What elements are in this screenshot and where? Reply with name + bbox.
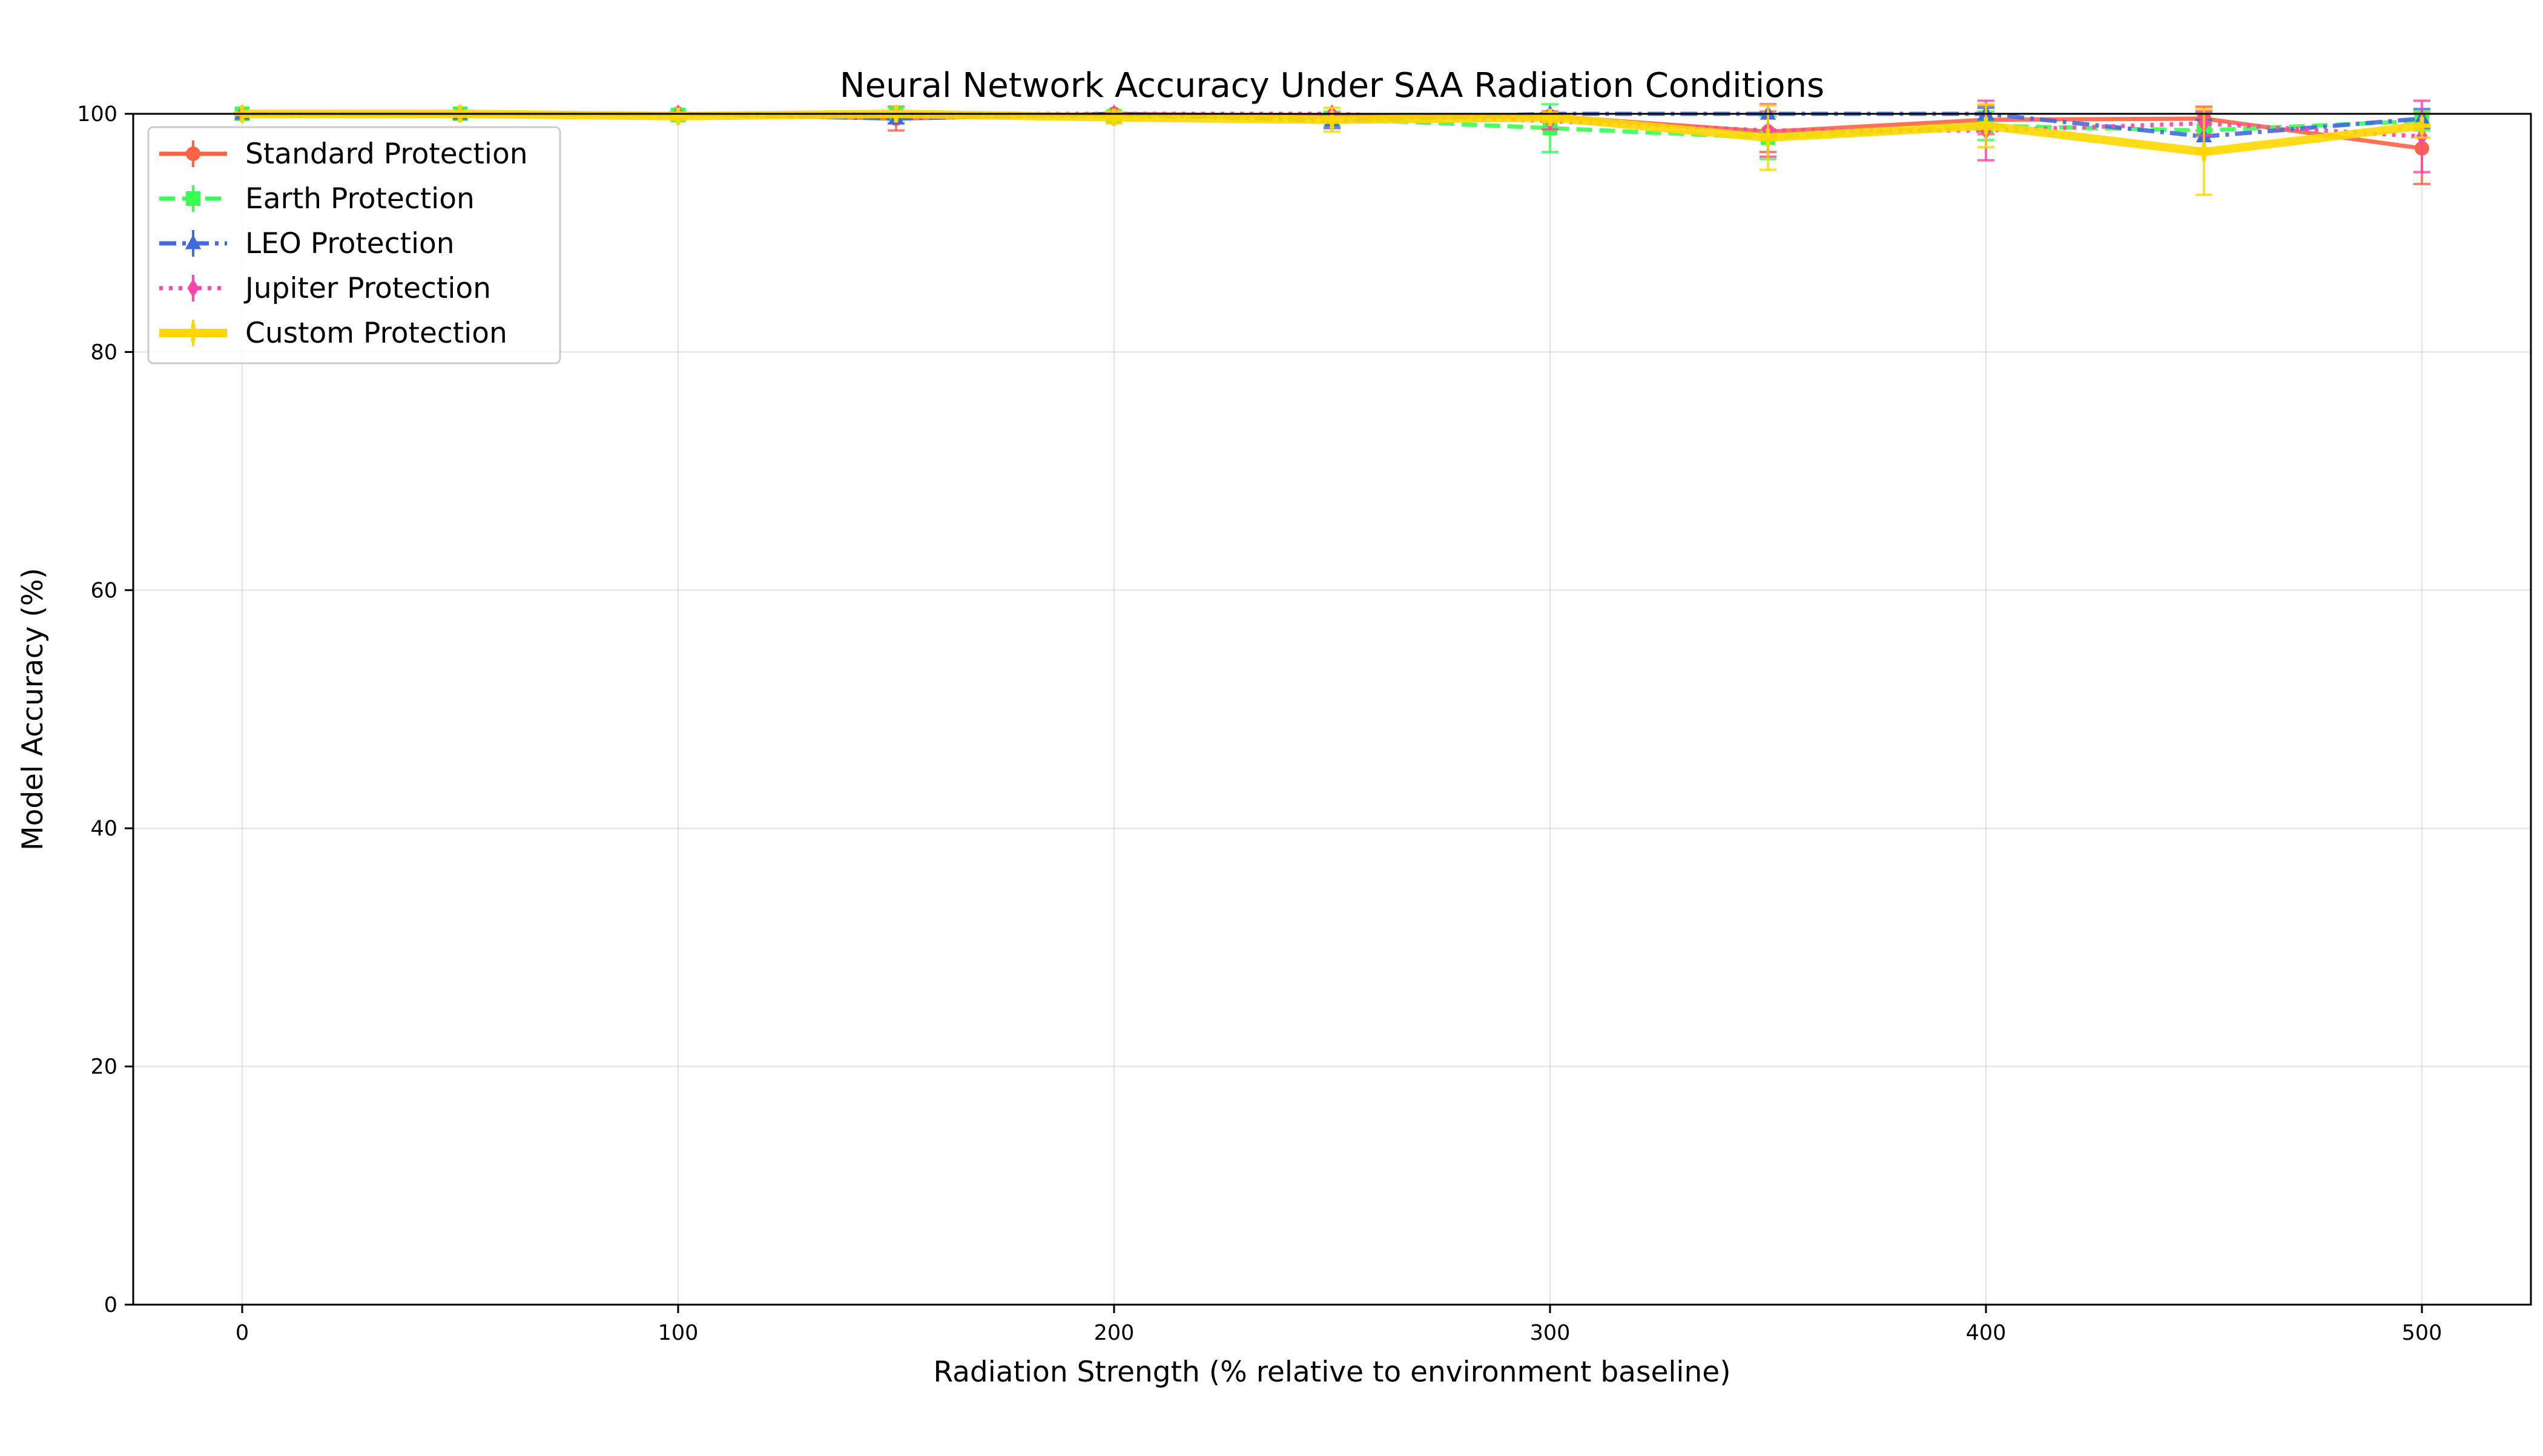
data-point — [669, 107, 687, 125]
y-axis-label: Model Accuracy (%) — [16, 568, 50, 851]
legend-label: Standard Protection — [245, 137, 528, 171]
legend-label: Jupiter Protection — [243, 272, 491, 305]
x-axis-label: Radiation Strength (% relative to enviro… — [933, 1356, 1730, 1389]
x-tick-label: 300 — [1530, 1321, 1571, 1345]
legend-box — [147, 126, 561, 364]
x-tick-label: 100 — [658, 1321, 699, 1345]
legend-item: Custom Protection — [159, 317, 507, 350]
data-point — [1977, 117, 1995, 135]
legend-marker — [186, 191, 200, 206]
legend-marker — [186, 147, 200, 161]
legend-label: Custom Protection — [245, 317, 507, 350]
legend: Standard Protection Earth Protection LEO P… — [147, 126, 561, 364]
legend-item: Earth Protection — [159, 182, 475, 216]
legend-label: LEO Protection — [245, 227, 455, 260]
legend-item: Standard Protection — [159, 137, 528, 171]
chart-title: Neural Network Accuracy Under SAA Radiat… — [840, 66, 1824, 105]
y-tick-label: 40 — [90, 817, 117, 841]
series-4 — [233, 103, 2431, 196]
tick-layer: 0 100 200 300 400 500 0 20 40 60 80 100 — [77, 102, 2442, 1345]
y-tick-label: 100 — [77, 102, 117, 127]
y-tick-label: 0 — [104, 1293, 117, 1317]
x-tick-label: 200 — [1094, 1321, 1135, 1345]
data-point — [1541, 108, 1559, 127]
legend-marker — [187, 278, 199, 298]
x-tick-label: 500 — [2402, 1321, 2442, 1345]
x-tick-label: 0 — [236, 1321, 249, 1345]
y-tick-label: 20 — [90, 1055, 117, 1079]
y-tick-label: 80 — [90, 340, 117, 364]
data-point — [2413, 117, 2431, 135]
x-tick-label: 400 — [1966, 1321, 2007, 1345]
data-point — [1105, 108, 1123, 127]
legend-item: Jupiter Protection — [159, 272, 491, 305]
y-tick-label: 60 — [90, 579, 117, 603]
plot-frame — [132, 113, 2532, 1306]
legend-label: Earth Protection — [245, 182, 475, 216]
data-point — [1759, 128, 1777, 147]
legend-marker — [185, 234, 202, 249]
data-point — [2195, 143, 2213, 161]
legend-marker — [184, 324, 202, 342]
legend-item: LEO Protection — [159, 227, 455, 260]
